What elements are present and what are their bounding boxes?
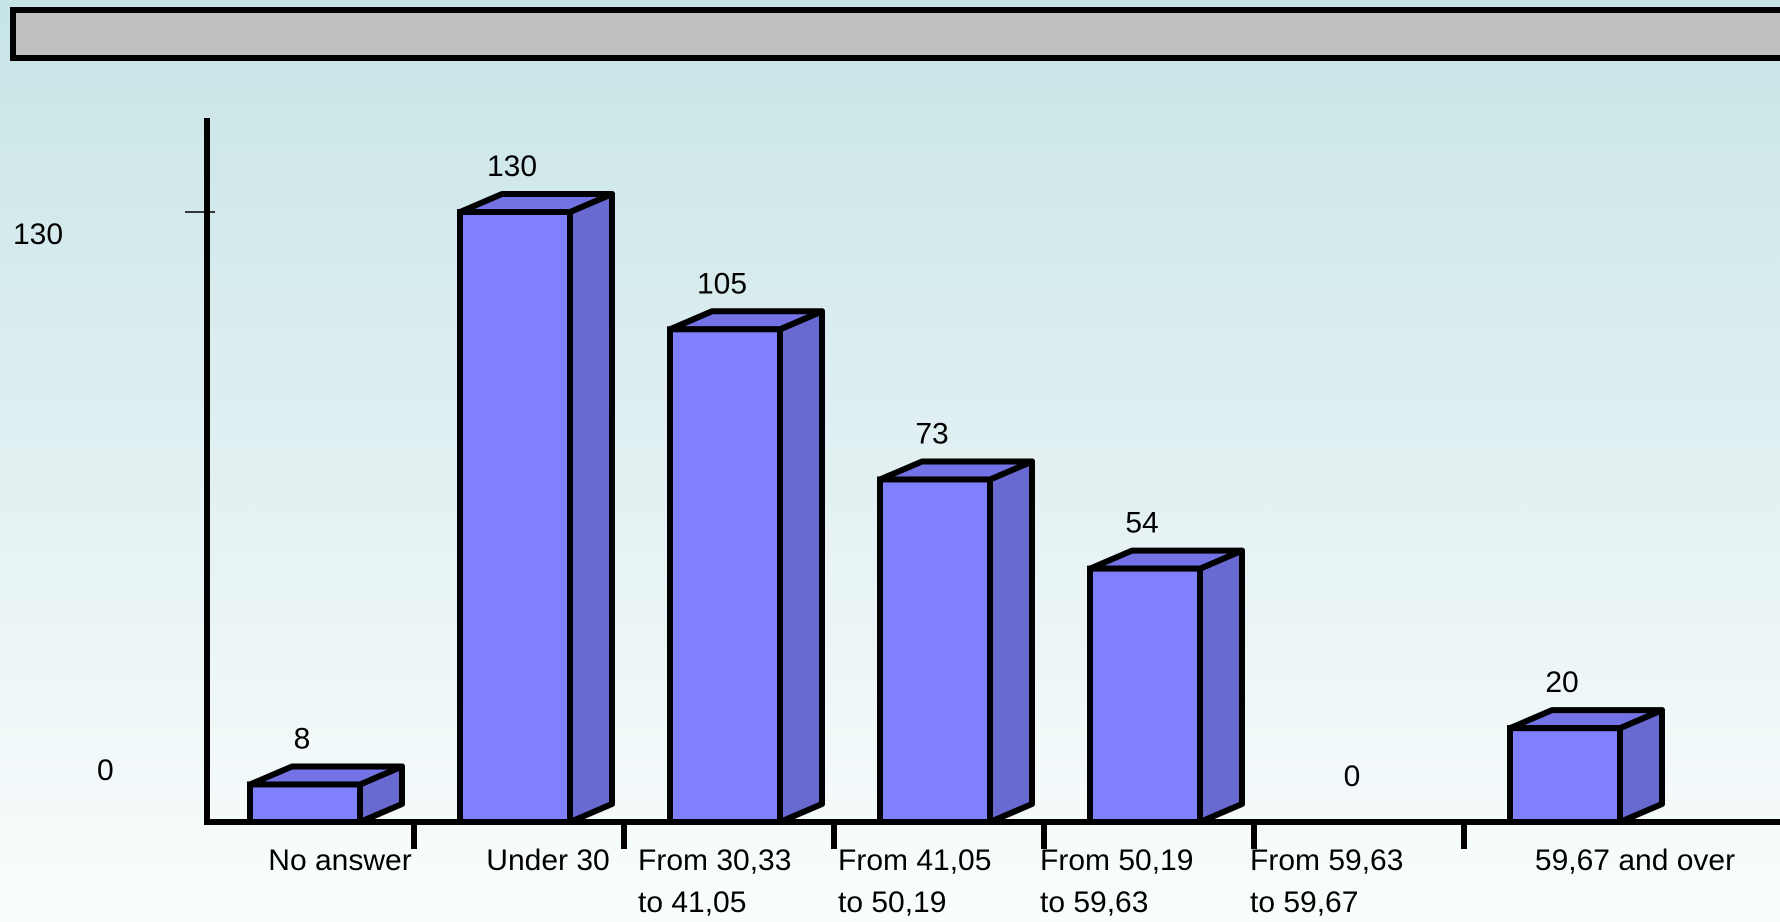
bar-front (877, 476, 993, 825)
y-tick-label: 130 (13, 218, 63, 251)
data-label: 8 (294, 722, 311, 755)
bar-front (1087, 565, 1203, 825)
data-label: 54 (1125, 507, 1158, 540)
bar (247, 763, 405, 826)
bar (1087, 547, 1245, 825)
bar-side (1197, 547, 1245, 825)
x-tick-label: 59,67 and over (1535, 844, 1735, 877)
y-tick-label: 0 (97, 754, 114, 787)
chart-bars (247, 191, 1665, 826)
data-label: 0 (1344, 760, 1361, 793)
data-label: 20 (1545, 666, 1578, 699)
data-label: 130 (487, 150, 537, 183)
bar-front (247, 781, 363, 826)
x-tick-label: From 30,33 to 41,05 (638, 844, 791, 919)
bar-front (457, 209, 573, 825)
bar-front (1507, 725, 1623, 826)
x-tick-label: From 41,05 to 50,19 (838, 844, 991, 919)
x-tick-label: Under 30 (486, 844, 609, 877)
x-tick-label: No answer (268, 844, 411, 877)
x-tick-label: From 59,63 to 59,67 (1250, 844, 1403, 919)
data-label: 73 (915, 417, 948, 450)
bar-side (567, 191, 615, 825)
x-tick-label: From 50,19 to 59,63 (1040, 844, 1193, 919)
bar (457, 191, 615, 825)
bar (877, 458, 1035, 825)
chart-labels: 0 130 8 130 105 73 54 0 20 No answer Under 30 From … (13, 150, 1735, 919)
bar-front (667, 326, 783, 825)
title-bar (10, 7, 1780, 61)
data-label: 105 (697, 267, 747, 300)
bar-side (777, 308, 825, 825)
bar (667, 308, 825, 825)
bar-side (987, 458, 1035, 825)
bar (1507, 707, 1665, 826)
